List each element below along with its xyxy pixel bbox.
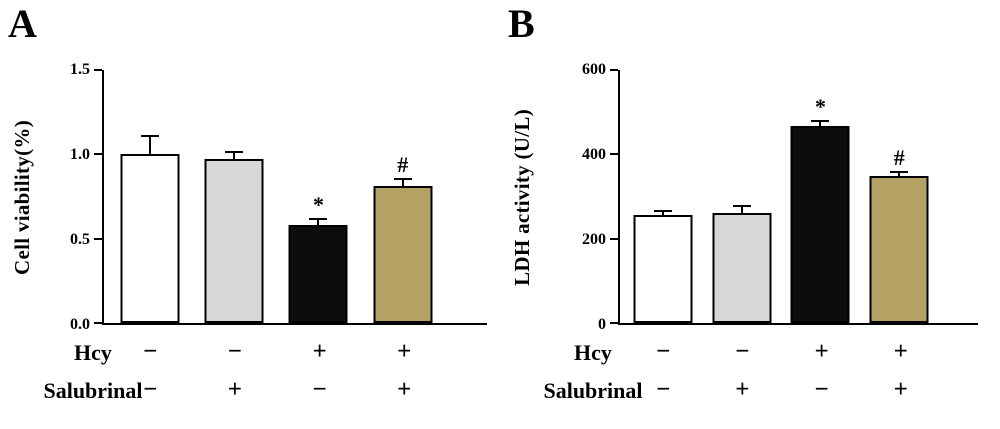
chart-b: LDH activity (U/L) 0 200 400 600 * #	[500, 62, 978, 333]
error-bar-stem	[740, 207, 743, 214]
y-tick-mark	[94, 69, 102, 71]
y-tick-mark	[94, 153, 102, 156]
treatment-sign: +	[893, 376, 908, 403]
treatment-row-cells: − − + +	[620, 336, 980, 374]
treatment-sign: +	[397, 376, 412, 403]
treatment-sign: +	[735, 376, 750, 403]
y-tick-mark	[94, 237, 102, 240]
treatment-sign: −	[656, 338, 671, 365]
bar-group	[108, 70, 192, 323]
error-bar-cap	[309, 218, 328, 221]
significance-marker: *	[814, 94, 826, 120]
treatment-sign: +	[227, 376, 243, 403]
error-bar-stem	[819, 122, 822, 126]
treatment-sign: +	[893, 338, 908, 365]
error-bar-stem	[661, 211, 664, 216]
y-tick-mark	[610, 69, 618, 71]
significance-marker: *	[312, 192, 324, 218]
y-tick-label: 1.5	[70, 61, 90, 78]
y-tick-label: 0.0	[70, 316, 90, 333]
chart-a: Cell viability(%) 0.0 0.5 1.0 1.5 * #	[0, 62, 487, 333]
y-axis-label-b: LDH activity (U/L)	[509, 109, 534, 286]
significance-marker: #	[893, 144, 905, 170]
y-tick-mark	[610, 153, 618, 156]
plot-area-b: * #	[610, 69, 978, 325]
treatment-row-cells: − + − +	[620, 374, 980, 412]
bar-group: #	[361, 70, 445, 323]
x-axis-rows-a: Hcy − − + + Salubrinal − + − +	[0, 336, 500, 412]
treatment-sign: +	[397, 338, 412, 365]
panel-a: A Cell viability(%) 0.0 0.5 1.0 1.5 * # Hcy −…	[0, 1, 500, 412]
bar-group: #	[860, 70, 939, 323]
bar-group	[624, 70, 703, 323]
y-tick-mark	[94, 322, 102, 324]
treatment-row: Hcy − − + +	[500, 336, 1000, 374]
bar-group	[192, 70, 276, 323]
bar-group: *	[781, 70, 860, 323]
treatment-row-label: Hcy	[574, 340, 612, 365]
error-bar-cap	[653, 209, 672, 212]
bar-group	[702, 70, 781, 323]
treatment-row: Salubrinal − + − +	[500, 374, 1000, 412]
bar-group: *	[276, 70, 360, 323]
y-tick-label: 1.0	[70, 146, 90, 163]
treatment-sign: +	[814, 338, 829, 365]
bar	[790, 125, 850, 323]
y-tick-mark	[610, 237, 618, 240]
panel-a-label: A	[8, 1, 37, 46]
treatment-sign: −	[227, 338, 243, 365]
panel-b-label: B	[508, 1, 535, 46]
treatment-row-cells: − − + +	[104, 336, 489, 374]
treatment-row: Salubrinal − + − +	[0, 374, 500, 412]
treatment-row: Hcy − − + +	[0, 336, 500, 374]
bar	[204, 159, 264, 323]
error-bar-cap	[890, 170, 909, 173]
error-bar-cap	[140, 135, 159, 138]
error-bar-stem	[401, 179, 404, 187]
error-bar-stem	[148, 137, 151, 155]
x-axis-rows-b: Hcy − − + + Salubrinal − + − +	[500, 336, 1000, 412]
y-tick-label: 0.5	[70, 231, 90, 248]
y-axis-label-wrap-b: LDH activity (U/L)	[500, 70, 544, 325]
error-bar-stem	[233, 152, 236, 160]
y-axis-label-a: Cell viability(%)	[9, 119, 34, 275]
treatment-sign: −	[312, 376, 327, 403]
treatment-sign: −	[814, 376, 829, 403]
significance-marker: #	[397, 151, 409, 177]
y-tick-label: 600	[582, 61, 606, 78]
treatment-sign: −	[656, 376, 671, 403]
bar	[373, 186, 433, 323]
y-tick-label: 200	[582, 231, 606, 248]
treatment-row-label: Hcy	[74, 340, 112, 365]
panel-b: B LDH activity (U/L) 0 200 400 600 * # Hcy − −…	[500, 0, 1000, 429]
y-tick-mark	[610, 322, 618, 324]
treatment-row-label: Salubrinal	[543, 378, 643, 403]
error-bar-stem	[898, 172, 901, 177]
y-axis-tick-labels-b: 0 200 400 600	[544, 62, 618, 333]
bar	[288, 225, 348, 323]
bar	[712, 213, 772, 323]
y-axis-tick-labels-a: 0.0 0.5 1.0 1.5	[44, 62, 102, 333]
treatment-row-label: Salubrinal	[43, 378, 143, 403]
y-tick-label: 0	[598, 316, 606, 333]
error-bar-cap	[732, 205, 751, 208]
bar	[120, 154, 180, 323]
y-axis-label-wrap-a: Cell viability(%)	[0, 70, 44, 325]
treatment-row-cells: − + − +	[104, 374, 489, 412]
plot-area-a: * #	[94, 69, 487, 325]
treatment-sign: −	[143, 338, 158, 365]
treatment-sign: −	[143, 376, 158, 403]
treatment-sign: −	[735, 338, 750, 365]
error-bar-cap	[393, 177, 412, 180]
bar	[633, 215, 693, 323]
bar	[869, 176, 929, 323]
error-bar-cap	[811, 120, 830, 123]
error-bar-cap	[225, 150, 244, 153]
y-tick-label: 400	[582, 146, 606, 163]
error-bar-stem	[317, 220, 320, 226]
treatment-sign: +	[312, 338, 327, 365]
